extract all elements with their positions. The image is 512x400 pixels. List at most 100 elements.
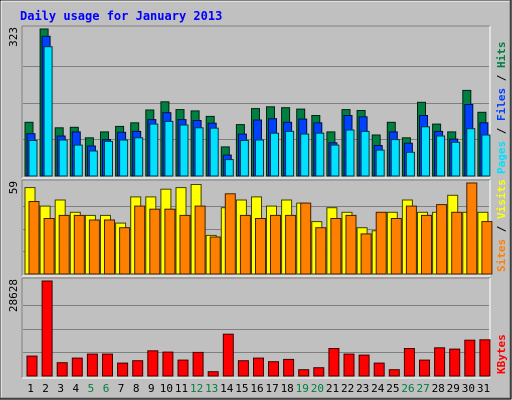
series-kbytes (26, 280, 491, 377)
bar-kbytes-day-3 (56, 362, 68, 377)
bar-pages-day-7 (119, 139, 129, 177)
bar-kbytes-day-12 (192, 351, 204, 377)
bar-sites-day-5 (88, 219, 100, 275)
bar-kbytes-day-14 (222, 333, 234, 377)
bar-kbytes-day-1 (26, 355, 38, 377)
bar-sites-day-13 (209, 236, 221, 275)
bar-sites-day-2 (43, 218, 55, 275)
panel-legend: KBytes (495, 334, 508, 374)
x-tick-label-day-16: 16 (250, 382, 263, 395)
bar-sites-day-28 (436, 204, 448, 275)
bar-sites-day-24 (375, 211, 387, 275)
x-tick-label-day-5: 5 (88, 382, 95, 395)
x-axis-labels: 1 2 3 4 5 6 7 8 9 10 11 12 13 14 15 16 17 18 19 20 21 22 23 24 2… (27, 382, 490, 395)
x-tick-label-day-22: 22 (341, 382, 354, 395)
bar-kbytes-day-26 (403, 348, 415, 377)
bar-pages-day-25 (390, 139, 400, 177)
bar-sites-day-20 (315, 227, 327, 275)
bar-sites-day-7 (119, 227, 131, 275)
bar-pages-day-24 (375, 149, 385, 177)
bar-sites-day-8 (134, 205, 146, 275)
x-tick-label-day-9: 9 (148, 382, 155, 395)
bar-sites-day-17 (270, 214, 281, 275)
bar-pages-day-23 (360, 130, 370, 177)
legend-part: Files (495, 88, 508, 121)
bar-pages-day-5 (88, 150, 98, 177)
bar-sites-day-23 (360, 233, 372, 275)
x-tick-label-day-10: 10 (160, 382, 173, 395)
panel-kbytes: 28628 KBytes (7, 277, 508, 379)
x-tick-label-day-1: 1 (27, 382, 34, 395)
legend-part: KBytes (495, 334, 508, 374)
x-tick-label-day-23: 23 (356, 382, 369, 395)
bar-sites-day-14 (224, 193, 236, 275)
x-tick-label-day-11: 11 (175, 382, 188, 395)
x-tick-label-day-31: 31 (477, 382, 490, 395)
bar-kbytes-day-6 (102, 353, 113, 377)
bar-kbytes-day-15 (237, 360, 249, 377)
x-tick-label-day-25: 25 (386, 382, 399, 395)
bar-kbytes-day-4 (71, 357, 83, 377)
legend-part: / (495, 219, 508, 239)
bar-kbytes-day-7 (117, 362, 129, 377)
bar-pages-day-27 (421, 126, 430, 177)
bar-pages-day-17 (270, 132, 279, 177)
bar-pages-day-30 (466, 128, 476, 177)
x-tick-label-day-8: 8 (133, 382, 140, 395)
bar-pages-day-22 (345, 129, 355, 177)
legend-part: / (495, 68, 508, 88)
bar-pages-day-11 (179, 124, 189, 177)
bar-pages-day-12 (194, 127, 204, 177)
x-tick-label-day-20: 20 (311, 382, 324, 395)
legend-part: Sites (495, 239, 508, 272)
bar-sites-day-11 (179, 214, 191, 275)
panel-max-label: 28628 (7, 279, 20, 312)
bar-kbytes-day-28 (434, 347, 446, 377)
bar-kbytes-day-22 (343, 353, 355, 377)
bar-pages-day-15 (239, 140, 249, 177)
bar-kbytes-day-24 (373, 362, 385, 377)
bar-pages-day-10 (164, 120, 174, 177)
bar-kbytes-day-8 (132, 360, 144, 377)
bar-pages-day-9 (149, 123, 159, 177)
bar-kbytes-day-9 (147, 350, 159, 377)
bar-pages-day-13 (209, 127, 219, 177)
panels-layer: 323 Pages / Files / Hits 59 Sites / Visits 2… (7, 25, 508, 379)
bar-kbytes-day-25 (388, 369, 400, 377)
bar-sites-day-27 (421, 214, 432, 275)
bar-pages-day-1 (28, 140, 38, 177)
bar-sites-day-19 (300, 202, 312, 275)
x-tick-label-day-12: 12 (190, 382, 203, 395)
panel-visits-sites: 59 Sites / Visits (7, 179, 508, 277)
bar-pages-day-31 (481, 134, 491, 177)
x-tick-label-day-15: 15 (235, 382, 248, 395)
bar-sites-day-26 (405, 205, 417, 275)
bar-pages-day-29 (451, 141, 461, 177)
bar-kbytes-day-29 (449, 348, 461, 377)
bar-sites-day-30 (466, 182, 478, 275)
panel-max-label: 323 (7, 27, 20, 47)
x-tick-label-day-27: 27 (416, 382, 429, 395)
bar-kbytes-day-19 (298, 369, 310, 377)
x-tick-label-day-26: 26 (401, 382, 414, 395)
bar-pages-day-3 (58, 139, 68, 177)
legend-part: Hits (495, 42, 508, 69)
bar-sites-day-18 (285, 214, 297, 275)
bar-sites-day-29 (451, 211, 463, 275)
panel-legend: Sites / Visits (495, 179, 508, 272)
bar-sites-day-31 (481, 221, 493, 275)
bar-kbytes-day-5 (86, 353, 98, 377)
bar-sites-day-4 (73, 214, 85, 275)
legend-part: / (495, 121, 508, 141)
panel-max-label: 59 (7, 181, 20, 194)
bar-pages-day-6 (104, 140, 113, 177)
bar-kbytes-day-10 (162, 351, 174, 377)
x-tick-label-day-19: 19 (296, 382, 309, 395)
bar-pages-day-16 (255, 139, 264, 177)
bar-kbytes-day-17 (268, 361, 279, 377)
bar-pages-day-8 (134, 137, 144, 177)
bar-kbytes-day-13 (207, 371, 219, 377)
bar-pages-day-2 (43, 46, 53, 177)
bar-sites-day-15 (239, 214, 251, 275)
bar-sites-day-16 (255, 218, 266, 275)
